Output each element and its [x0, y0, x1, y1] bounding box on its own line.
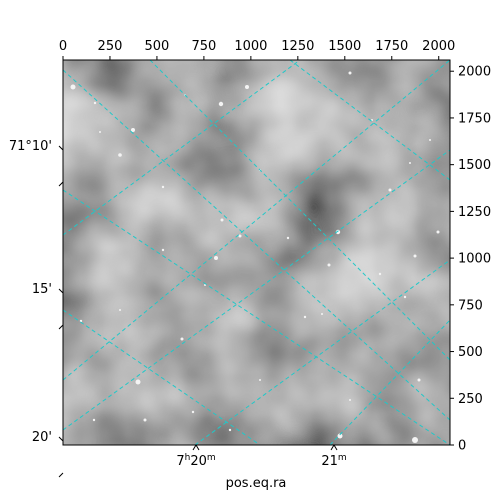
- star: [327, 263, 331, 267]
- grid-line: [63, 69, 450, 421]
- star: [131, 128, 135, 132]
- x-tick-label: 1750: [375, 39, 408, 54]
- y-tick-label: 500: [458, 345, 483, 360]
- dec-axis: 71°10' 15' 20': [9, 139, 64, 478]
- star: [349, 399, 351, 401]
- grid-line: [63, 309, 261, 445]
- ra-tick-label: 21m: [321, 453, 346, 469]
- dec-tick-label: 15': [32, 282, 52, 297]
- y-tick-label: 2000: [458, 65, 491, 80]
- ra-tick: [195, 444, 200, 451]
- star: [143, 418, 147, 422]
- x-tick-label: 1500: [328, 39, 361, 54]
- dec-tick-label: 71°10': [9, 139, 52, 154]
- y-tick-label: 1750: [458, 111, 491, 126]
- star: [348, 71, 352, 75]
- grid-line: [289, 60, 450, 181]
- star: [286, 236, 290, 240]
- grid-line: [63, 149, 450, 431]
- x-tick-label: 2000: [422, 39, 455, 54]
- star: [118, 153, 122, 157]
- y-pixel-axis: 0 250 500 750 1000 1250 1500 1750 2000: [450, 65, 491, 454]
- star: [180, 337, 184, 341]
- dec-tick: [58, 472, 64, 478]
- dec-tick: [58, 324, 64, 330]
- dec-tick: [58, 145, 64, 151]
- star: [417, 378, 421, 382]
- star: [99, 131, 101, 133]
- star: [378, 272, 382, 276]
- star: [161, 185, 165, 189]
- x-pixel-axis: 0 250 500 750 1000 1250 1500 1750 2000: [59, 39, 455, 60]
- plot-frame: [62, 59, 451, 446]
- star: [70, 84, 76, 90]
- x-tick-label: 0: [59, 39, 67, 54]
- y-tick-label: 750: [458, 298, 483, 313]
- star: [259, 379, 261, 381]
- x-tick-label: 250: [98, 39, 123, 54]
- x-tick-label: 1250: [281, 39, 314, 54]
- sky-image: [63, 60, 450, 445]
- star: [238, 234, 242, 238]
- y-tick-label: 250: [458, 392, 483, 407]
- star: [228, 428, 232, 432]
- star: [161, 248, 165, 252]
- star: [93, 101, 97, 105]
- star: [79, 319, 83, 323]
- x-axis-label: pos.eq.ra: [226, 476, 287, 491]
- star: [409, 162, 411, 164]
- y-tick-label: 1250: [458, 205, 491, 220]
- x-tick-label: 750: [191, 39, 216, 54]
- star: [119, 309, 121, 311]
- star: [429, 139, 431, 141]
- star: [436, 230, 440, 234]
- star: [135, 379, 141, 385]
- grid-line: [63, 60, 301, 236]
- dec-tick: [58, 436, 64, 442]
- x-tick-label: 500: [145, 39, 170, 54]
- y-tick-label: 1000: [458, 252, 491, 267]
- x-tick-label: 1000: [234, 39, 267, 54]
- star: [303, 315, 307, 319]
- dec-tick: [58, 181, 64, 187]
- y-tick-label: 0: [458, 439, 466, 454]
- ra-tick-label: 7h20m: [176, 453, 215, 469]
- star: [413, 254, 417, 258]
- grid-line: [149, 60, 450, 361]
- star: [220, 218, 224, 222]
- grid-line: [329, 319, 450, 445]
- ra-tick: [330, 444, 335, 451]
- star: [412, 437, 418, 443]
- star: [191, 410, 195, 414]
- star: [337, 433, 343, 439]
- ra-axis: 7h20m 21m: [176, 444, 347, 469]
- grid-line: [63, 189, 450, 445]
- star: [335, 229, 341, 235]
- y-tick-label: 1500: [458, 158, 491, 173]
- dec-tick: [58, 288, 64, 294]
- star: [218, 101, 224, 107]
- star: [245, 85, 249, 89]
- star: [214, 256, 218, 260]
- coordinate-grid: [63, 60, 450, 445]
- star: [403, 295, 407, 299]
- stars: [70, 71, 440, 443]
- star: [204, 284, 206, 286]
- star: [92, 418, 96, 422]
- grid-line: [194, 259, 450, 445]
- ra-tick: [333, 444, 338, 451]
- dec-tick-label: 20': [32, 430, 52, 445]
- ra-tick: [192, 444, 197, 451]
- star: [388, 188, 392, 192]
- star: [321, 313, 323, 315]
- star: [371, 119, 373, 121]
